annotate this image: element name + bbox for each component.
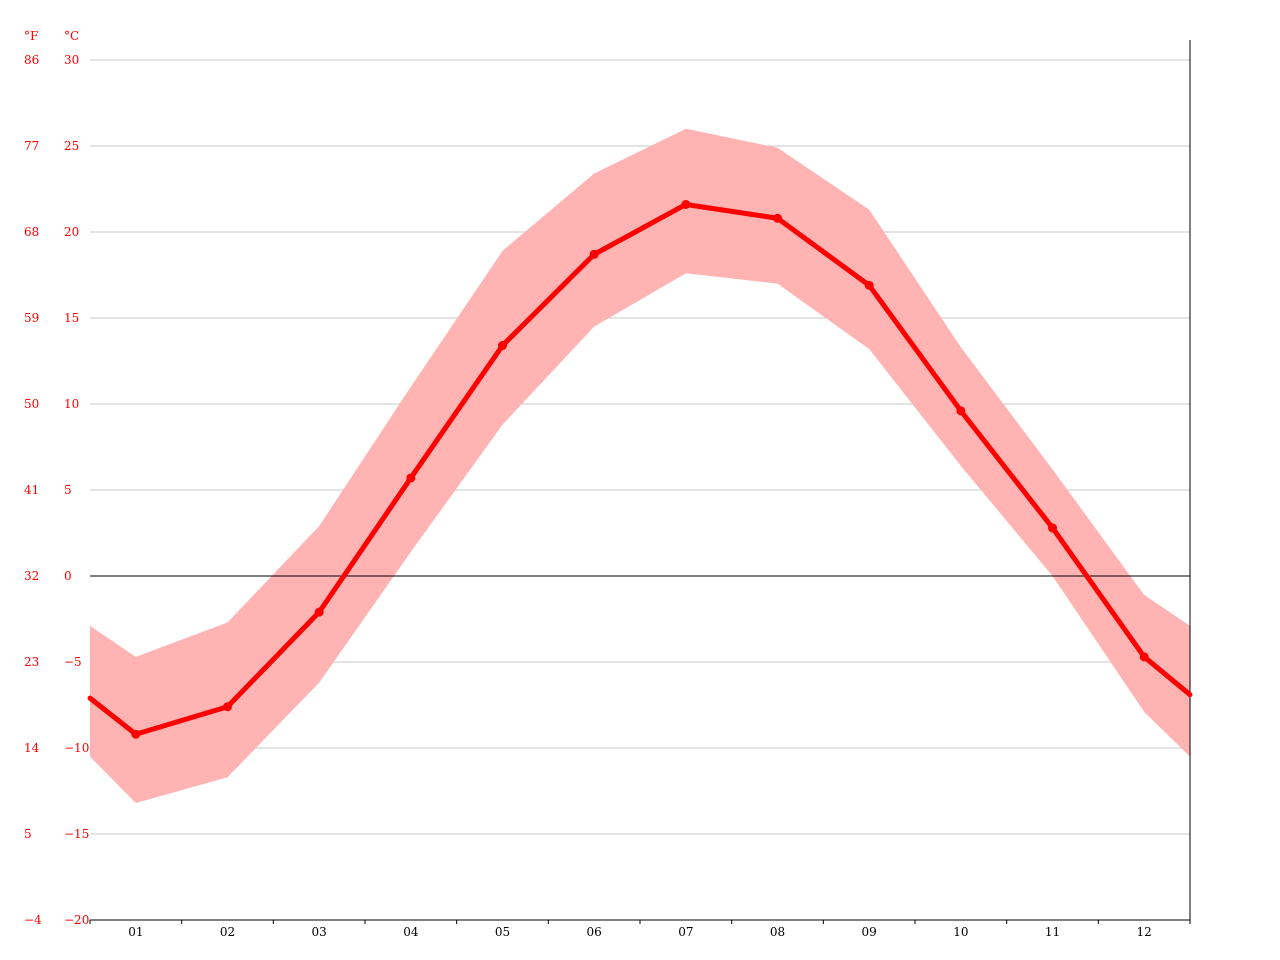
data-point (498, 341, 507, 351)
x-tick-label: 10 (953, 925, 968, 939)
unit-fahrenheit: °F (24, 29, 38, 43)
y-tick-celsius: 0 (64, 569, 72, 583)
data-point (131, 729, 141, 739)
y-tick-celsius: 15 (64, 311, 79, 325)
y-tick-fahrenheit: 59 (24, 311, 39, 325)
y-tick-celsius: 25 (64, 139, 79, 153)
y-tick-fahrenheit: 5 (24, 827, 32, 841)
y-tick-fahrenheit: 14 (24, 741, 40, 755)
unit-celsius: °C (64, 29, 79, 43)
x-tick-label: 01 (128, 925, 143, 939)
x-tick-label: 09 (862, 925, 877, 939)
y-tick-celsius: 30 (64, 53, 79, 67)
axes (89, 40, 1191, 924)
series-line (87, 201, 1193, 737)
data-point (864, 280, 874, 290)
y-tick-celsius: −20 (64, 913, 89, 927)
y-tick-fahrenheit: 32 (24, 569, 39, 583)
y-tick-celsius: −5 (64, 655, 82, 669)
y-tick-fahrenheit: 86 (24, 53, 39, 67)
y-tick-fahrenheit: 68 (24, 225, 39, 239)
y-axis-labels: °F °C 86 30 77 25 68 20 59 15 50 10 41 5 32 0 23 −5 14 −1… (24, 29, 89, 927)
y-tick-fahrenheit: 23 (24, 655, 39, 669)
x-tick-label: 03 (312, 925, 327, 939)
range-band (90, 128, 1190, 804)
data-point (956, 406, 966, 416)
data-point (1139, 652, 1149, 662)
y-tick-celsius: 10 (64, 397, 79, 411)
y-tick-celsius: −10 (64, 741, 89, 755)
data-point (314, 607, 324, 617)
x-tick-label: 06 (587, 925, 602, 939)
x-tick-label: 02 (220, 925, 235, 939)
mean-temperature-line (87, 201, 1193, 737)
y-tick-fahrenheit: 77 (24, 139, 39, 153)
x-tick-label: 12 (1137, 925, 1152, 939)
data-point (406, 473, 416, 483)
x-axis-labels: 01 02 03 04 05 06 07 08 09 10 11 12 (128, 925, 1152, 939)
data-point (773, 213, 782, 223)
data-points (131, 199, 1149, 739)
temperature-range-band (90, 128, 1190, 804)
y-tick-celsius: 20 (64, 225, 79, 239)
y-tick-fahrenheit: 50 (24, 397, 39, 411)
x-tick-label: 08 (770, 925, 785, 939)
data-point (589, 249, 599, 259)
x-tick-label: 05 (495, 925, 510, 939)
y-tick-fahrenheit: −4 (24, 913, 42, 927)
x-tick-label: 11 (1045, 925, 1060, 939)
y-tick-fahrenheit: 41 (24, 483, 39, 497)
y-tick-celsius: −15 (64, 827, 89, 841)
x-tick-label: 07 (678, 925, 693, 939)
x-tick-label: 04 (403, 925, 419, 939)
data-point (1048, 523, 1057, 533)
data-point (681, 199, 691, 209)
y-tick-celsius: 5 (64, 483, 72, 497)
data-point (223, 702, 232, 712)
